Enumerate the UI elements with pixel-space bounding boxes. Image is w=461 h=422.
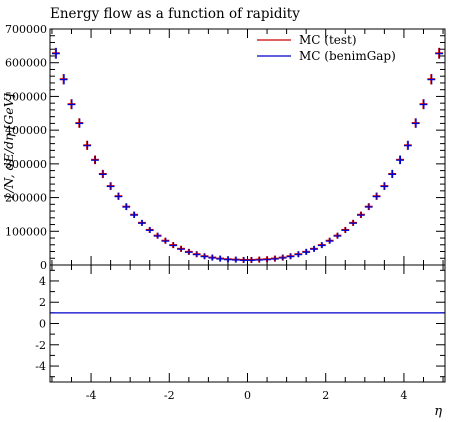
main-plot-frame [49, 28, 446, 266]
ratio-y-tick-label: -4 [35, 360, 46, 373]
y-axis-label: 1/N, dE/dη [GeV] [1, 93, 16, 200]
x-tick-label: -2 [164, 389, 175, 402]
legend-label: MC (benimGap) [299, 49, 396, 63]
y-tick-label: 400000 [5, 124, 47, 137]
ratio-plot-panel: -4 -2 0 2 4 -4 -2 0 2 4 [35, 264, 446, 402]
main-plot-panel: 0 100000 200000 300000 400000 500000 600000 700… [1, 23, 446, 272]
y-tick-label: 0 [40, 259, 47, 272]
y-tick-label: 700000 [5, 23, 47, 36]
y-tick-label: 300000 [5, 158, 47, 171]
ratio-plot-frame [49, 264, 446, 383]
x-tick-label: 2 [322, 389, 329, 402]
x-tick-label: 4 [400, 389, 407, 402]
x-tick-label: 0 [244, 389, 251, 402]
ratio-y-tick-label: 4 [39, 275, 46, 288]
x-tick-label: -4 [86, 389, 97, 402]
y-tick-label: 500000 [5, 90, 47, 103]
x-axis-label: η [434, 404, 442, 419]
chart-title: Energy flow as a function of rapidity [50, 6, 300, 22]
legend-label: MC (test) [299, 33, 357, 47]
y-tick-label: 600000 [5, 57, 47, 70]
ratio-y-tick-label: 0 [39, 318, 46, 331]
ratio-y-tick-label: -2 [35, 339, 46, 352]
ratio-y-tick-label: 2 [39, 296, 46, 309]
y-tick-label: 200000 [5, 192, 47, 205]
y-tick-label: 100000 [5, 225, 47, 238]
legend: MC (test) MC (benimGap) [257, 33, 396, 63]
